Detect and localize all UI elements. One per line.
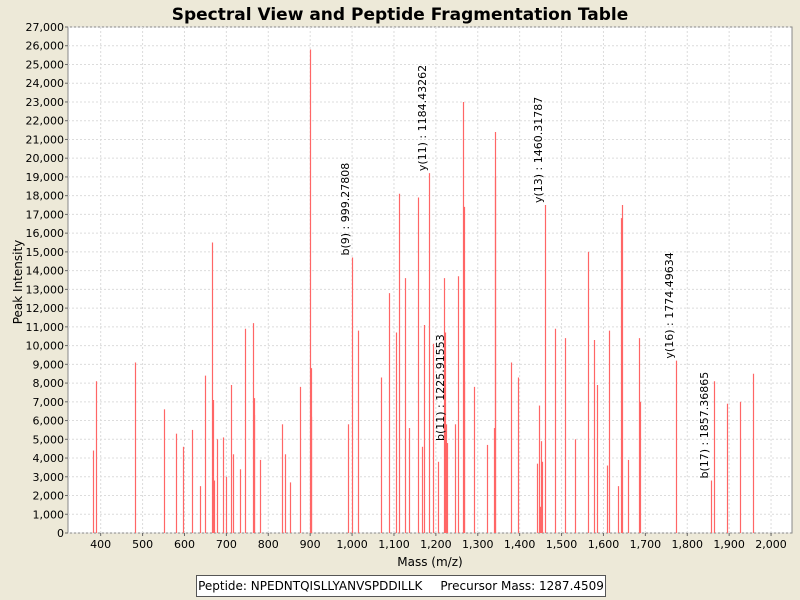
y-tick-label: 25,000 [26, 58, 65, 71]
y-tick-label: 4,000 [33, 452, 65, 465]
y-tick-label: 23,000 [26, 96, 65, 109]
peak-bars [92, 49, 755, 533]
y-tick-label: 22,000 [26, 115, 65, 128]
x-tick-label: 1,200 [420, 538, 452, 551]
x-tick-label: 1,300 [462, 538, 494, 551]
fragment-annotation-label: y(13) : 1460.31787 [532, 97, 545, 203]
x-tick-label: 600 [174, 538, 195, 551]
y-tick-label: 18,000 [26, 190, 65, 203]
y-tick-label: 17,000 [26, 208, 65, 221]
x-tick-label: 1,400 [504, 538, 536, 551]
x-tick-label: 700 [216, 538, 237, 551]
chart-title: Spectral View and Peptide Fragmentation … [172, 5, 629, 25]
x-tick-label: 1,600 [588, 538, 620, 551]
y-tick-label: 26,000 [26, 40, 65, 53]
y-axis: 0 1,000 2,000 3,000 4,000 5,000 6,000 7,000 8,00… [26, 21, 68, 540]
fragment-annotation-label: b(11) : 1225.91553 [434, 334, 447, 441]
y-tick-label: 12,000 [26, 302, 65, 315]
legend-box: Peptide: NPEDNTQISLLYANVSPDDILLK Precurso… [196, 575, 606, 597]
fragment-annotation-label: b(9) : 999.27808 [339, 163, 352, 256]
x-tick-label: 2,000 [755, 538, 787, 551]
y-axis-label: Peak Intensity [11, 240, 25, 325]
y-tick-label: 5,000 [33, 433, 65, 446]
y-tick-label: 15,000 [26, 246, 65, 259]
y-tick-label: 2,000 [33, 490, 65, 503]
x-tick-label: 1,700 [630, 538, 662, 551]
y-tick-label: 7,000 [33, 396, 65, 409]
y-tick-label: 10,000 [26, 340, 65, 353]
y-tick-label: 6,000 [33, 415, 65, 428]
fragment-annotations: b(9) : 999.27808 y(11) : 1184.43262 y(13) … [339, 65, 711, 479]
y-tick-label: 0 [57, 527, 64, 540]
x-tick-label: 900 [300, 538, 321, 551]
y-tick-label: 8,000 [33, 377, 65, 390]
y-tick-label: 19,000 [26, 171, 65, 184]
fragment-annotation-label: b(17) : 1857.36865 [698, 372, 711, 479]
y-tick-label: 13,000 [26, 283, 65, 296]
y-tick-label: 16,000 [26, 227, 65, 240]
x-tick-label: 400 [90, 538, 111, 551]
x-axis: 400 500 600 700 800 900 1,000 1,100 1,200 1,300 1,… [90, 533, 787, 551]
fragment-annotation-label: y(16) : 1774.49634 [663, 252, 676, 358]
y-tick-label: 11,000 [26, 321, 65, 334]
x-tick-label: 1,100 [378, 538, 410, 551]
y-tick-label: 24,000 [26, 77, 65, 90]
y-tick-label: 9,000 [33, 358, 65, 371]
y-tick-label: 27,000 [26, 21, 65, 34]
y-tick-label: 14,000 [26, 265, 65, 278]
y-tick-label: 21,000 [26, 133, 65, 146]
x-tick-label: 1,500 [546, 538, 578, 551]
y-tick-label: 1,000 [33, 508, 65, 521]
x-tick-label: 500 [132, 538, 153, 551]
y-tick-label: 3,000 [33, 471, 65, 484]
fragment-annotation-label: y(11) : 1184.43262 [416, 65, 429, 171]
x-axis-label: Mass (m/z) [397, 555, 462, 569]
x-tick-label: 1,800 [672, 538, 704, 551]
precursor-mass-label: Precursor Mass: 1287.4509 [440, 579, 604, 593]
x-tick-label: 1,000 [336, 538, 368, 551]
x-tick-label: 1,900 [713, 538, 745, 551]
peptide-label: Peptide: NPEDNTQISLLYANVSPDDILLK [198, 579, 423, 593]
y-tick-label: 20,000 [26, 152, 65, 165]
x-tick-label: 800 [258, 538, 279, 551]
